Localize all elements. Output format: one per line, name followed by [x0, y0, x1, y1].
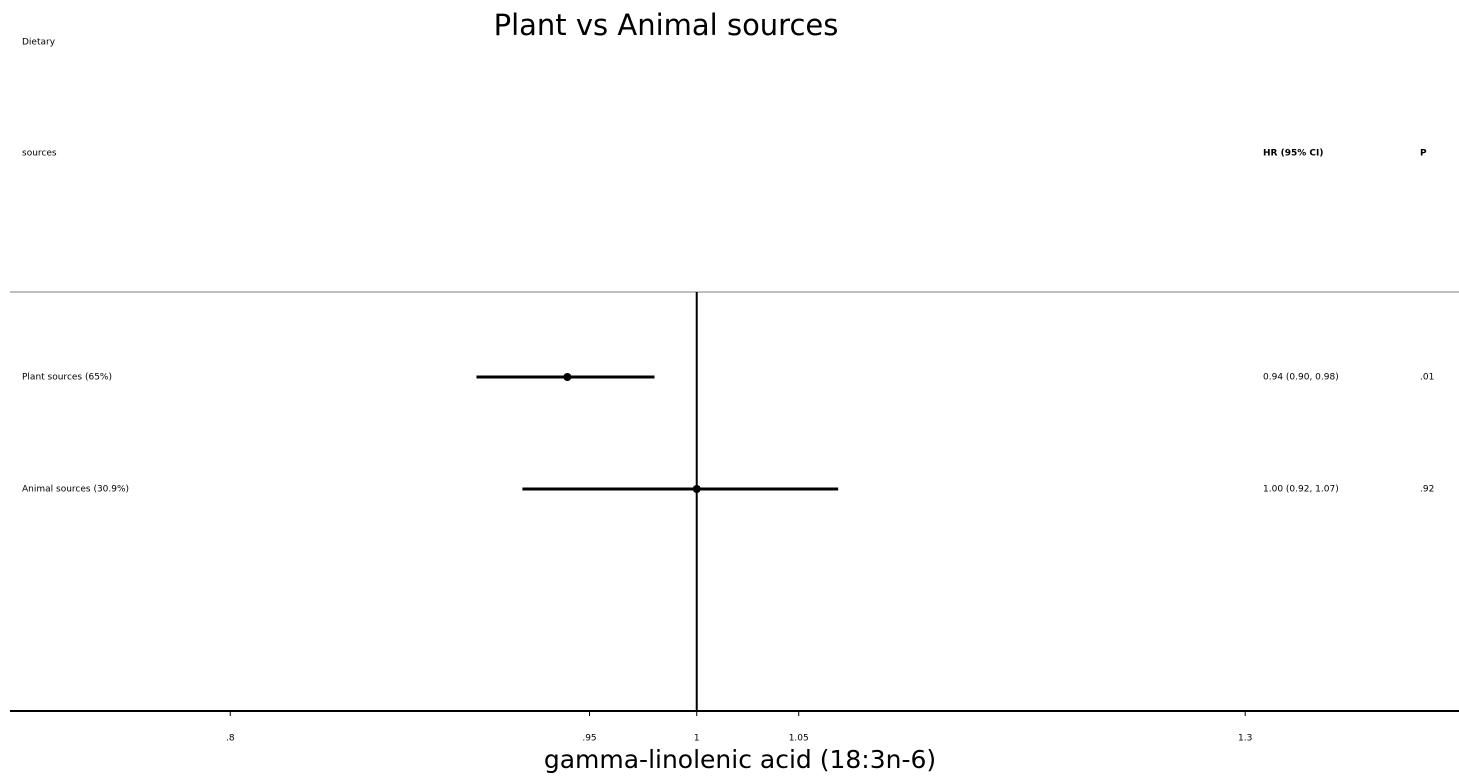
p-value: .92 [1420, 485, 1434, 495]
header-p: P [1420, 149, 1427, 159]
row-label: Plant sources (65%) [22, 373, 112, 383]
x-tick-label: 1 [694, 734, 700, 744]
chart-title: Plant vs Animal sources [494, 8, 839, 42]
header-label: sources [22, 149, 57, 159]
point-estimate [563, 373, 572, 381]
x-tick-label: 1.05 [789, 734, 809, 744]
header-hr: HR (95% CI) [1263, 149, 1323, 159]
row-label: Animal sources (30.9%) [22, 485, 129, 495]
hr-label: 0.94 (0.90, 0.98) [1263, 373, 1339, 383]
x-tick-label: .95 [582, 734, 596, 744]
point-estimate [692, 485, 701, 493]
x-tick-label: 1.3 [1238, 734, 1252, 744]
p-value: .01 [1420, 373, 1434, 383]
hr-label: 1.00 (0.92, 1.07) [1263, 485, 1339, 495]
x-axis-label: gamma-linolenic acid (18:3n-6) [544, 745, 936, 774]
x-tick-label: .8 [226, 734, 235, 744]
header-label: Dietary [22, 38, 56, 48]
